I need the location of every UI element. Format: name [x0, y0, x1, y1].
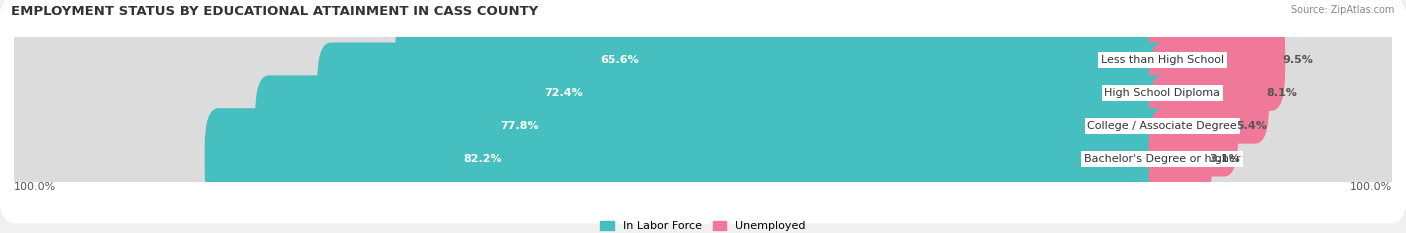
FancyBboxPatch shape [1149, 10, 1285, 111]
FancyBboxPatch shape [0, 28, 1406, 158]
Text: Source: ZipAtlas.com: Source: ZipAtlas.com [1291, 5, 1395, 15]
FancyBboxPatch shape [1152, 43, 1398, 144]
Text: 77.8%: 77.8% [499, 121, 538, 131]
FancyBboxPatch shape [1152, 108, 1398, 209]
Text: 65.6%: 65.6% [600, 55, 640, 65]
Text: 5.4%: 5.4% [1236, 121, 1267, 131]
FancyBboxPatch shape [0, 61, 1406, 191]
Text: High School Diploma: High School Diploma [1104, 88, 1220, 98]
FancyBboxPatch shape [256, 75, 1175, 176]
FancyBboxPatch shape [395, 10, 1175, 111]
FancyBboxPatch shape [1149, 43, 1270, 144]
Text: 9.5%: 9.5% [1282, 55, 1313, 65]
FancyBboxPatch shape [0, 0, 1406, 125]
Text: 100.0%: 100.0% [14, 182, 56, 192]
FancyBboxPatch shape [1149, 75, 1239, 176]
Text: 82.2%: 82.2% [464, 154, 502, 164]
Text: Less than High School: Less than High School [1101, 55, 1223, 65]
FancyBboxPatch shape [205, 108, 1175, 209]
Text: EMPLOYMENT STATUS BY EDUCATIONAL ATTAINMENT IN CASS COUNTY: EMPLOYMENT STATUS BY EDUCATIONAL ATTAINM… [11, 5, 538, 18]
FancyBboxPatch shape [0, 94, 1406, 223]
Text: Bachelor's Degree or higher: Bachelor's Degree or higher [1084, 154, 1240, 164]
FancyBboxPatch shape [1152, 75, 1398, 176]
FancyBboxPatch shape [6, 75, 1170, 176]
Legend: In Labor Force, Unemployed: In Labor Force, Unemployed [600, 221, 806, 231]
FancyBboxPatch shape [6, 10, 1170, 111]
Text: College / Associate Degree: College / Associate Degree [1087, 121, 1237, 131]
FancyBboxPatch shape [6, 108, 1170, 209]
FancyBboxPatch shape [1152, 10, 1398, 111]
Text: 3.1%: 3.1% [1209, 154, 1240, 164]
Text: 100.0%: 100.0% [1350, 182, 1392, 192]
FancyBboxPatch shape [318, 43, 1175, 144]
Text: 8.1%: 8.1% [1267, 88, 1298, 98]
FancyBboxPatch shape [6, 43, 1170, 144]
FancyBboxPatch shape [1149, 108, 1212, 209]
Text: 72.4%: 72.4% [544, 88, 583, 98]
